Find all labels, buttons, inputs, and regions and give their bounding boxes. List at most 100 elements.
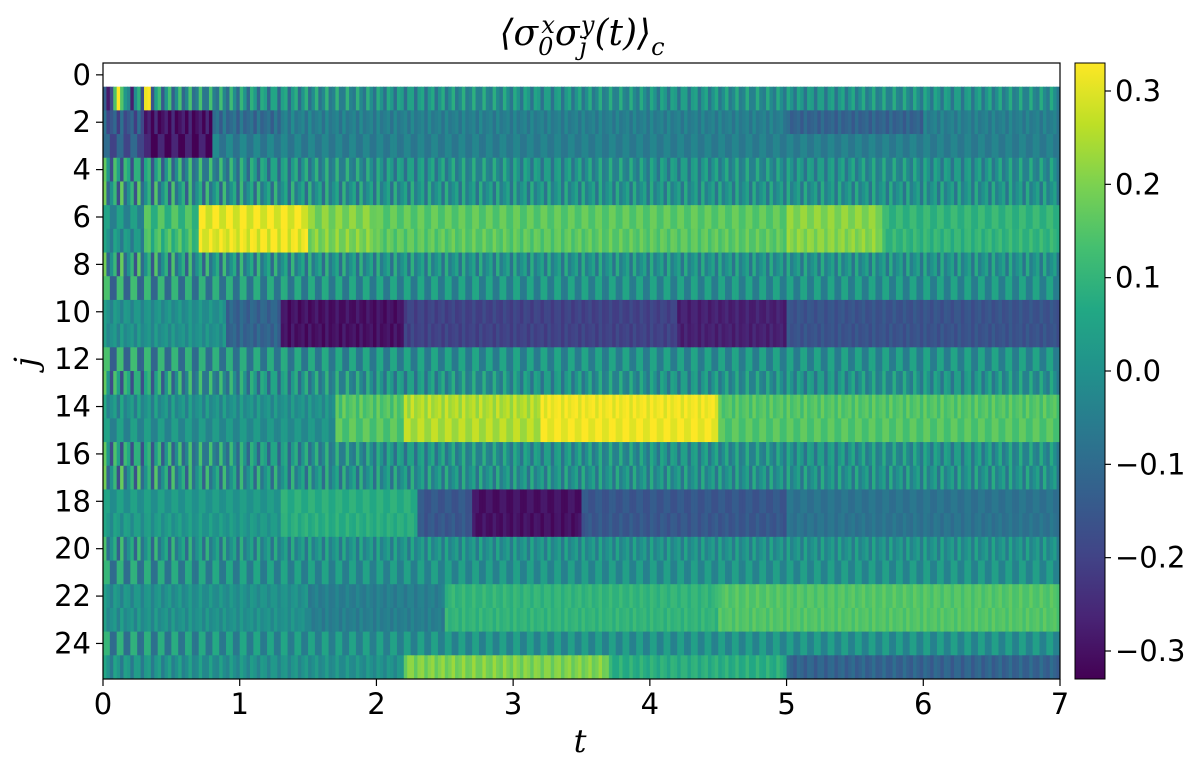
heatmap-cell bbox=[198, 228, 203, 253]
heatmap-cell bbox=[1001, 252, 1006, 277]
heatmap-cell bbox=[547, 181, 552, 206]
heatmap-cell bbox=[1029, 205, 1034, 230]
heatmap-cell bbox=[509, 157, 514, 182]
heatmap-cell bbox=[588, 205, 593, 230]
heatmap-cell bbox=[906, 442, 911, 467]
heatmap-cell bbox=[697, 371, 702, 396]
heatmap-cell bbox=[321, 371, 326, 396]
heatmap-cell bbox=[1053, 323, 1058, 348]
heatmap-cell bbox=[947, 86, 952, 111]
heatmap-cell bbox=[954, 394, 959, 419]
heatmap-cell bbox=[913, 181, 918, 206]
heatmap-cell bbox=[673, 157, 678, 182]
heatmap-cell bbox=[359, 205, 364, 230]
heatmap-cell bbox=[718, 181, 723, 206]
heatmap-cell bbox=[198, 252, 203, 277]
heatmap-cell bbox=[916, 299, 921, 325]
heatmap-cell bbox=[728, 465, 733, 490]
heatmap-cell bbox=[725, 442, 730, 467]
heatmap-cell bbox=[516, 252, 521, 277]
heatmap-cell bbox=[875, 394, 880, 419]
heatmap-cell bbox=[731, 442, 736, 467]
heatmap-cell bbox=[1032, 252, 1037, 277]
heatmap-cell bbox=[615, 418, 620, 443]
heatmap-cell bbox=[895, 63, 900, 88]
heatmap-cell bbox=[878, 371, 883, 396]
heatmap-cell bbox=[434, 465, 439, 490]
heatmap-cell bbox=[595, 465, 600, 490]
heatmap-cell bbox=[297, 394, 302, 419]
heatmap-cell bbox=[707, 205, 712, 230]
heatmap-cell bbox=[1012, 252, 1017, 277]
heatmap-cell bbox=[974, 418, 979, 443]
heatmap-cell bbox=[550, 347, 555, 372]
heatmap-cell bbox=[516, 134, 521, 159]
heatmap-cell bbox=[526, 181, 531, 206]
heatmap-cell bbox=[923, 205, 928, 230]
heatmap-cell bbox=[123, 371, 128, 396]
heatmap-cell bbox=[718, 276, 723, 301]
heatmap-cell bbox=[837, 228, 842, 253]
heatmap-cell bbox=[290, 276, 295, 301]
heatmap-cell bbox=[502, 394, 507, 419]
heatmap-cell bbox=[632, 228, 637, 253]
heatmap-cell bbox=[803, 418, 808, 443]
heatmap-cell bbox=[369, 276, 374, 301]
heatmap-cell bbox=[263, 347, 268, 372]
heatmap-cell bbox=[277, 371, 282, 396]
heatmap-cell bbox=[369, 371, 374, 396]
heatmap-cell bbox=[865, 347, 870, 372]
heatmap-cell bbox=[321, 134, 326, 159]
heatmap-cell bbox=[988, 371, 993, 396]
heatmap-cell bbox=[1012, 418, 1017, 443]
heatmap-cell bbox=[926, 63, 931, 88]
heatmap-cell bbox=[605, 205, 610, 230]
heatmap-cell bbox=[550, 418, 555, 443]
heatmap-cell bbox=[338, 157, 343, 182]
heatmap-cell bbox=[755, 63, 760, 88]
heatmap-cell bbox=[434, 418, 439, 443]
heatmap-cell bbox=[485, 86, 490, 111]
heatmap-cell bbox=[776, 134, 781, 159]
heatmap-cell bbox=[1039, 252, 1044, 277]
heatmap-cell bbox=[786, 276, 791, 301]
heatmap-cell bbox=[526, 86, 531, 111]
heatmap-cell bbox=[919, 205, 924, 230]
heatmap-cell bbox=[738, 134, 743, 159]
heatmap-cell bbox=[895, 371, 900, 396]
heatmap-cell bbox=[745, 63, 750, 88]
heatmap-cell bbox=[800, 465, 805, 490]
heatmap-cell bbox=[120, 86, 125, 111]
heatmap-cell bbox=[988, 442, 993, 467]
heatmap-cell bbox=[215, 157, 220, 182]
heatmap-cell bbox=[769, 465, 774, 490]
heatmap-cell bbox=[342, 347, 347, 372]
heatmap-cell bbox=[557, 394, 562, 419]
heatmap-cell bbox=[226, 299, 231, 325]
heatmap-cell bbox=[352, 252, 357, 277]
heatmap-cell bbox=[550, 228, 555, 253]
heatmap-cell bbox=[1025, 394, 1030, 419]
heatmap-cell bbox=[472, 157, 477, 182]
heatmap-cell bbox=[919, 276, 924, 301]
heatmap-cell bbox=[554, 205, 559, 230]
heatmap-cell bbox=[684, 86, 689, 111]
heatmap-cell bbox=[673, 465, 678, 490]
heatmap-cell bbox=[519, 299, 524, 325]
heatmap-cell bbox=[195, 276, 200, 301]
heatmap-cell bbox=[690, 347, 695, 372]
heatmap-cell bbox=[629, 110, 634, 135]
heatmap-cell bbox=[619, 181, 624, 206]
heatmap-cell bbox=[478, 442, 483, 467]
heatmap-cell bbox=[960, 347, 965, 372]
heatmap-cell bbox=[701, 347, 706, 372]
heatmap-cell bbox=[772, 205, 777, 230]
heatmap-cell bbox=[796, 252, 801, 277]
heatmap-cell bbox=[191, 442, 196, 467]
heatmap-cell bbox=[174, 394, 179, 419]
heatmap-cell bbox=[954, 371, 959, 396]
heatmap-cell bbox=[632, 110, 637, 135]
heatmap-cell bbox=[625, 110, 630, 135]
heatmap-cell bbox=[598, 134, 603, 159]
